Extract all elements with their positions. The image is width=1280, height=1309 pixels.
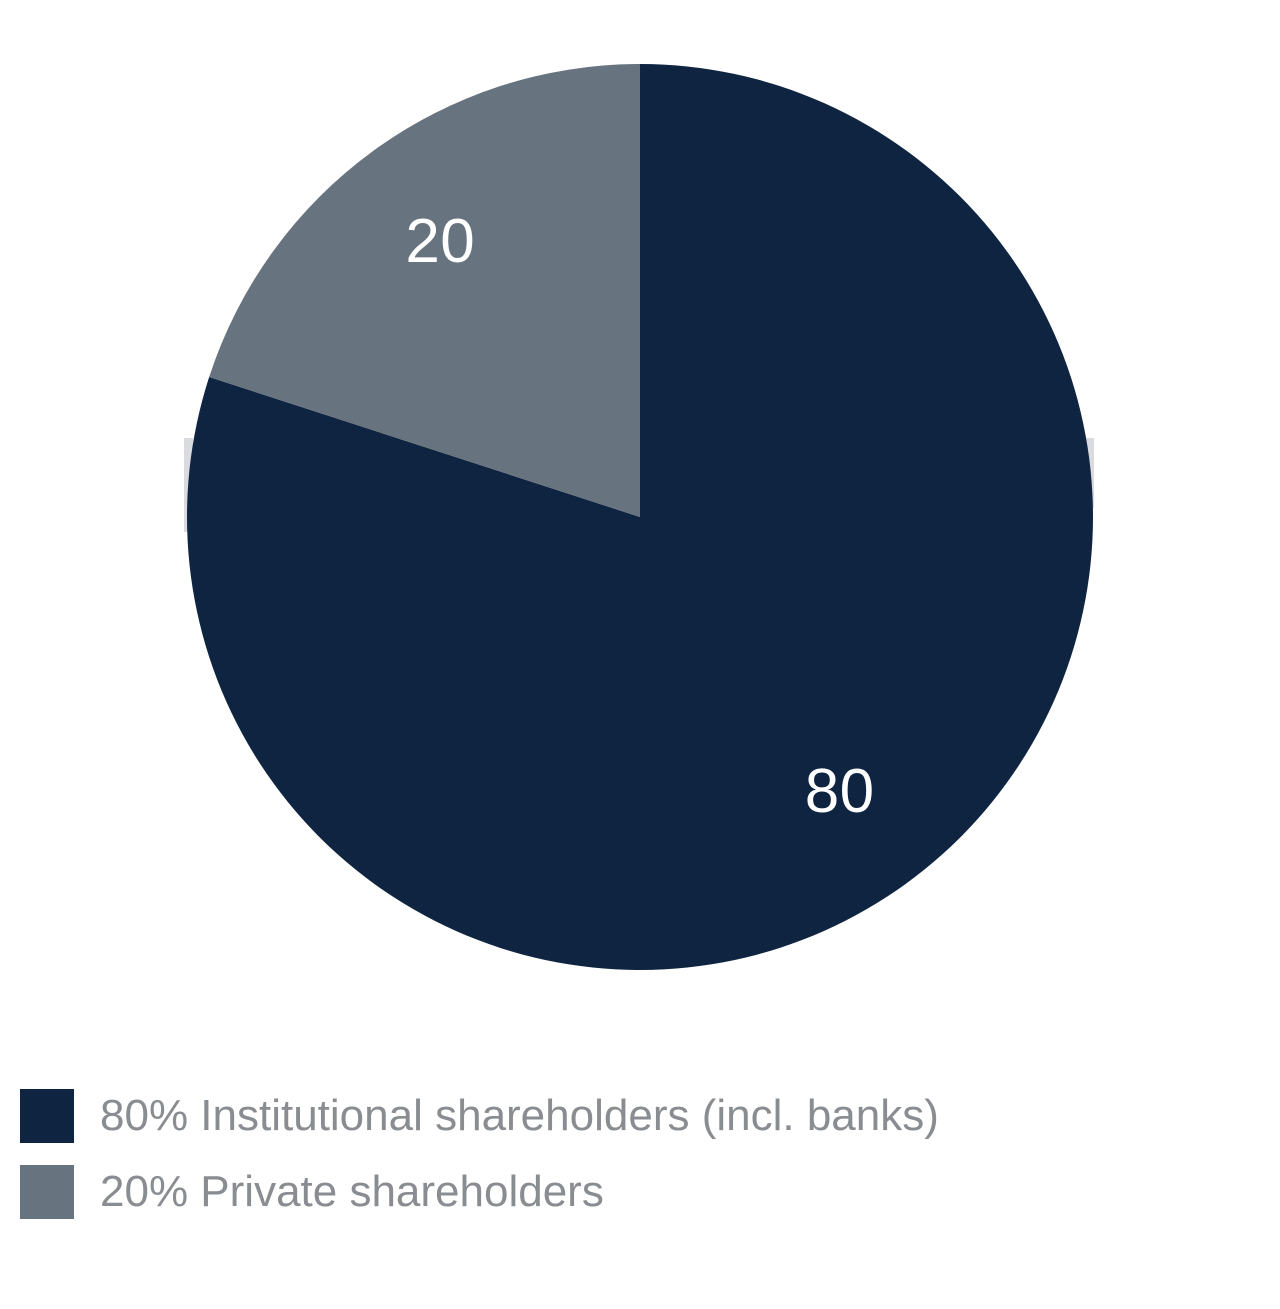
pie-slice-value-private: 20 (405, 207, 476, 277)
legend-label-private: 20% Private shareholders (100, 1166, 604, 1216)
legend-label-institutional: 80% Institutional shareholders (incl. ba… (100, 1090, 939, 1140)
legend-swatch-institutional (20, 1089, 74, 1143)
chart-legend: 80% Institutional shareholders (incl. ba… (20, 1089, 939, 1219)
legend-item-institutional: 80% Institutional shareholders (incl. ba… (20, 1089, 939, 1143)
pie-slice-value-institutional: 80 (804, 756, 875, 826)
legend-swatch-private (20, 1165, 74, 1219)
pie-chart (187, 64, 1093, 970)
pie-slice-1 (209, 64, 641, 517)
legend-item-private: 20% Private shareholders (20, 1165, 939, 1219)
pie-chart-area (187, 64, 1093, 970)
